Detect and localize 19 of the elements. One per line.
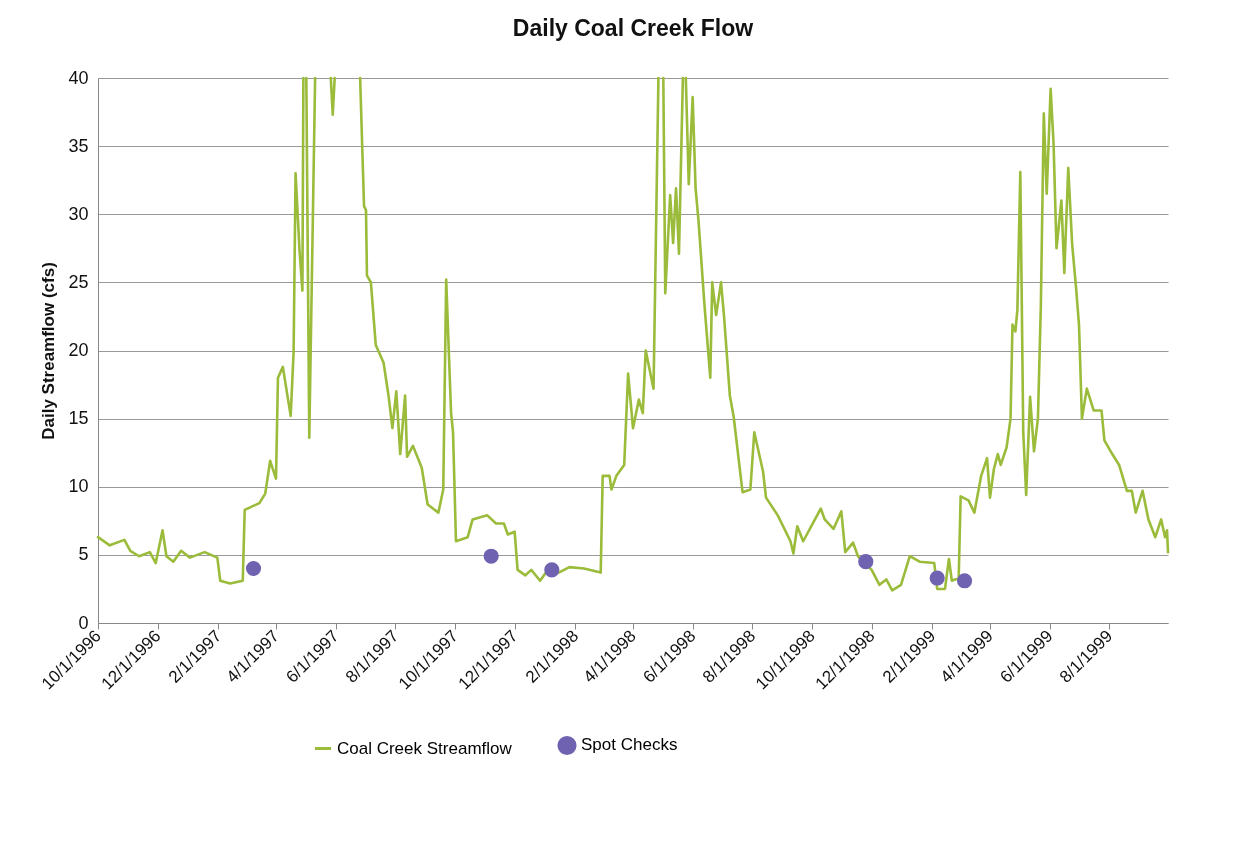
y-tick-label: 35: [68, 135, 89, 156]
point: [483, 548, 499, 564]
point: [956, 573, 973, 589]
chart-title: Daily Coal Creek Flow: [512, 15, 754, 41]
y-tick-label: 5: [78, 544, 89, 565]
y-tick-label: 25: [68, 271, 89, 292]
y-tick-label: 0: [78, 612, 89, 633]
y-tick-label: 15: [68, 408, 89, 429]
point: [858, 554, 874, 570]
point: [245, 560, 262, 577]
legend-label: Coal Creek Streamflow: [337, 738, 513, 758]
point: [544, 562, 560, 578]
legend-label: Spot Checks: [581, 735, 678, 755]
y-axis-title: Daily Streamflow (cfs): [39, 262, 59, 440]
point: [929, 570, 945, 586]
y-tick-label: 20: [68, 340, 89, 360]
y-tick-label: 30: [68, 203, 89, 224]
y-tick-label: 40: [68, 67, 89, 88]
y-tick-label: 10: [68, 476, 89, 497]
